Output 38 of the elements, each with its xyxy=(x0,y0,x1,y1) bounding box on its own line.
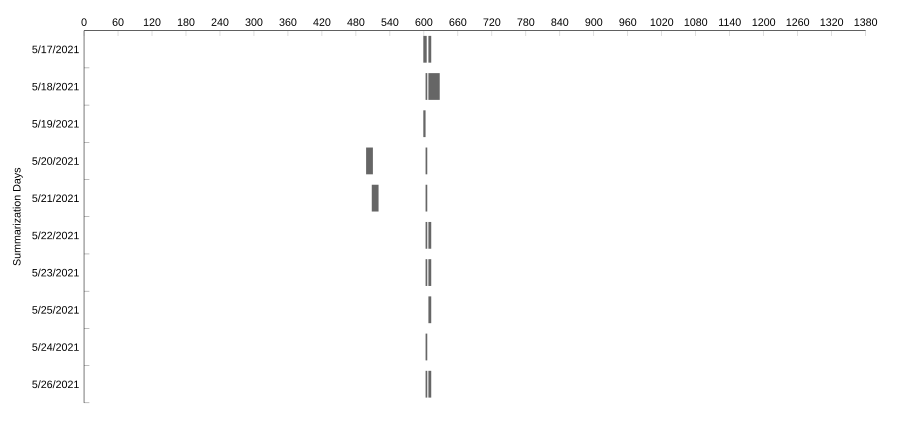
x-tick-label: 480 xyxy=(347,18,364,26)
x-tick-label: 1320 xyxy=(820,18,844,26)
x-tick-label: 1140 xyxy=(719,18,741,26)
y-tick-label: 5/21/2021 xyxy=(32,194,79,202)
x-tick-label: 1380 xyxy=(854,18,878,26)
x-tick-label: 540 xyxy=(381,18,398,26)
y-tick-label: 5/24/2021 xyxy=(32,342,79,351)
x-tick-label: 240 xyxy=(212,18,228,26)
x-tick-label: 840 xyxy=(551,18,568,26)
y-axis-title: Summarization Days xyxy=(12,168,23,266)
y-tick-label: 5/20/2021 xyxy=(32,156,79,165)
y-tick-label: 5/18/2021 xyxy=(32,82,79,90)
x-tick-label: 1260 xyxy=(786,18,810,26)
x-tick-label: 60 xyxy=(112,18,124,26)
x-tick-label: 1080 xyxy=(684,18,708,26)
x-tick-label: 780 xyxy=(517,18,534,26)
y-tick-label: 5/25/2021 xyxy=(32,306,79,314)
y-tick-label: 5/26/2021 xyxy=(32,380,79,388)
x-tick-label: 960 xyxy=(619,18,636,26)
x-tick-label: 1200 xyxy=(752,18,776,26)
y-tick-label: 5/17/2021 xyxy=(32,45,79,53)
bar xyxy=(372,184,379,212)
y-tick-label: 5/23/2021 xyxy=(32,268,79,276)
bar xyxy=(366,147,373,174)
x-tick-label: 180 xyxy=(178,18,194,26)
x-tick-label: 0 xyxy=(81,18,87,26)
x-tick-label: 900 xyxy=(585,18,602,26)
y-tick-label: 5/19/2021 xyxy=(32,120,79,128)
x-tick-label: 360 xyxy=(279,18,296,26)
x-tick-label: 660 xyxy=(450,18,466,26)
x-tick-label: 300 xyxy=(245,18,262,26)
x-tick-label: 720 xyxy=(483,18,500,26)
x-tick-label: 600 xyxy=(416,18,432,26)
bar xyxy=(428,72,440,100)
y-tick-label: 5/22/2021 xyxy=(32,231,79,240)
x-tick-label: 120 xyxy=(144,18,160,26)
x-tick-label: 1020 xyxy=(650,18,674,26)
x-tick-label: 420 xyxy=(313,18,330,26)
